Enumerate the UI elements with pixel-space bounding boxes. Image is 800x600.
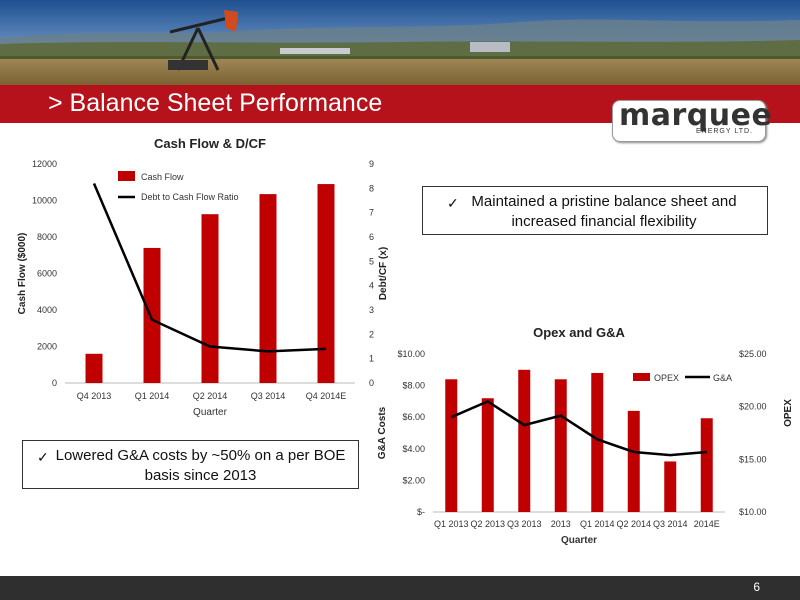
y-axis-label: Cash Flow ($000) [17,233,28,315]
y-tick-label: 2000 [37,342,57,352]
legend-label-cash-flow: Cash Flow [141,172,184,182]
x-tick-label: Q3 2014 [251,391,286,401]
x-tick-label: Q3 2013 [507,519,542,529]
callout-balance-sheet: ✓ Maintained a pristine balance sheet an… [422,186,768,235]
y-tick-label: $2.00 [402,475,425,485]
x-tick-label: Q1 2013 [434,519,469,529]
bar-opex [518,369,531,512]
x-tick-label: Q1 2014 [580,519,615,529]
x-tick-label: Q3 2014 [653,519,688,529]
x-tick-label: Q1 2014 [135,391,170,401]
x-tick-label: Q2 2014 [193,391,228,401]
y-tick-label: $6.00 [402,412,425,422]
y-tick-label: $10.00 [397,349,425,359]
logo-subtitle: ENERGY LTD. [695,128,753,135]
y-right-tick-label: 9 [369,159,374,169]
checkmark-icon: ✓ [37,449,49,465]
callout-ga-costs: ✓ Lowered G&A costs by ~50% on a per BOE… [22,440,359,489]
y-right-tick-label: 2 [369,329,374,339]
y-right-tick-label: 5 [369,256,374,266]
x-tick-label: Q2 2014 [616,519,651,529]
y-tick-label: 8000 [37,232,57,242]
y-tick-label: $- [417,507,425,517]
page-number: 6 [753,580,760,594]
x-axis-label: Quarter [193,407,228,418]
checkmark-icon: ✓ [447,195,459,211]
y-right-axis-label: OPEX [783,399,794,427]
y-right-tick-label: 0 [369,378,374,388]
y-tick-label: $8.00 [402,381,425,391]
y-tick-label: 4000 [37,305,57,315]
y-right-tick-label: 1 [369,354,374,364]
bar-cash-flow [201,214,219,383]
bar-cash-flow [143,247,161,383]
logo-wordmark: marquee [619,98,773,133]
legend-swatch-cash-flow [118,171,135,181]
legend-label-ga: G&A [713,373,732,383]
bar-cash-flow [259,194,277,383]
legend-swatch-opex [633,373,650,381]
y-axis-label: G&A Costs [377,406,388,459]
y-right-tick-label: 6 [369,232,374,242]
y-tick-label: 6000 [37,269,57,279]
x-tick-label: Q4 2013 [77,391,112,401]
banner-landscape-image [0,0,800,85]
chart-title: Opex and G&A [533,325,625,340]
callout-balance-sheet-text: Maintained a pristine balance sheet and … [471,193,737,230]
legend-label-debt-ratio: Debt to Cash Flow Ratio [141,192,239,202]
y-right-tick-label: $15.00 [739,454,767,464]
x-tick-label: 2013 [551,519,571,529]
x-axis-label: Quarter [561,535,597,546]
legend-label-opex: OPEX [654,373,679,383]
y-tick-label: $4.00 [402,444,425,454]
line-debt-to-cash-flow [92,182,327,353]
slide-title: > Balance Sheet Performance [48,89,383,117]
y-tick-label: 12000 [32,159,57,169]
slide-footer: 6 [0,576,800,600]
y-right-tick-label: $10.00 [739,507,767,517]
bar-opex [445,379,458,512]
bar-opex [554,379,567,512]
y-right-axis-label: Debt/CF (x) [378,247,389,300]
y-right-tick-label: 7 [369,208,374,218]
bar-cash-flow [317,184,335,383]
y-right-tick-label: 4 [369,281,374,291]
y-tick-label: 10000 [32,196,57,206]
callout-ga-costs-text: Lowered G&A costs by ~50% on a per BOE b… [55,447,346,484]
chart-title: Cash Flow & D/CF [154,136,266,151]
y-right-tick-label: $25.00 [739,349,767,359]
company-logo: marquee ENERGY LTD. [612,98,772,142]
line-ga [450,399,707,457]
bar-opex [664,461,677,512]
y-right-tick-label: 8 [369,183,374,193]
bar-opex [481,398,494,512]
y-right-tick-label: $20.00 [739,402,767,412]
x-tick-label: Q2 2013 [470,519,505,529]
bar-opex [591,372,604,512]
bar-opex [627,410,640,512]
bar-cash-flow [85,353,103,383]
y-right-tick-label: 3 [369,305,374,315]
bar-opex [700,418,713,512]
x-tick-label: Q4 2014E [306,391,347,401]
y-tick-label: 0 [52,378,57,388]
x-tick-label: 2014E [694,519,720,529]
